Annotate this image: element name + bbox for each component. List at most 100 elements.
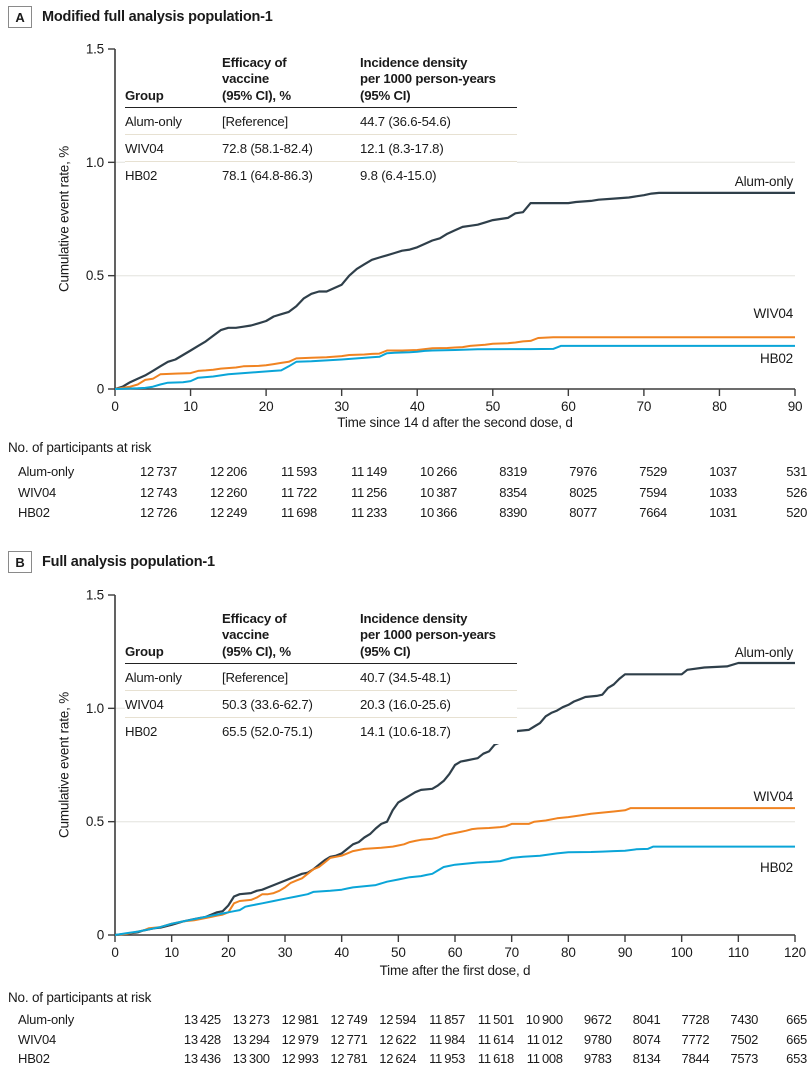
inset-col-incidence: Incidence density per 1000 person-years … (360, 610, 496, 659)
at-risk-count: 11 953 (429, 1051, 466, 1066)
series-line-alum-only (114, 191, 795, 391)
y-tick-label: 1.5 (86, 42, 104, 57)
at-risk-count: 13 300 (232, 1051, 270, 1066)
at-risk-count: 12 771 (330, 1032, 368, 1047)
inset-col-efficacy: Efficacy of vaccine (95% CI), % (222, 54, 291, 103)
panel-a-series-label-wiv04: WIV04 (753, 306, 793, 321)
panel-b-inset-table-header: Group Efficacy of vaccine (95% CI), % In… (125, 598, 517, 664)
at-risk-count: 11 618 (477, 1051, 514, 1066)
at-risk-group: Alum-only (18, 464, 74, 479)
x-tick-label: 80 (561, 945, 576, 960)
at-risk-count: 11 256 (351, 485, 387, 500)
panel-b-series-label-alum: Alum-only (734, 645, 793, 660)
at-risk-count: 7430 (730, 1012, 759, 1027)
panel-b-letter-badge: B (8, 551, 32, 573)
at-risk-count: 12 260 (210, 485, 247, 500)
at-risk-count: 526 (786, 485, 807, 500)
cell-efficacy: 65.5 (52.0-75.1) (222, 723, 313, 739)
cell-group: HB02 (125, 167, 158, 183)
at-risk-count: 11 501 (477, 1012, 514, 1027)
panel-a-title: Modified full analysis population-1 (42, 9, 273, 25)
at-risk-count: 12 624 (379, 1051, 417, 1066)
at-risk-count: 11 984 (429, 1032, 466, 1047)
panel-a-at-risk-title: No. of participants at risk (8, 440, 152, 455)
at-risk-count: 665 (786, 1012, 807, 1027)
at-risk-count: 12 981 (281, 1012, 319, 1027)
inset-col-efficacy: Efficacy of vaccine (95% CI), % (222, 610, 291, 659)
cell-incidence: 40.7 (34.5-48.1) (360, 669, 451, 685)
at-risk-count: 8041 (632, 1012, 661, 1027)
x-tick-label: 70 (637, 399, 652, 414)
panel-b-title: Full analysis population-1 (42, 554, 215, 570)
x-tick-label: 10 (164, 945, 179, 960)
cell-efficacy: 78.1 (64.8-86.3) (222, 167, 313, 183)
x-tick-label: 0 (111, 399, 118, 414)
at-risk-count: 11 012 (526, 1032, 563, 1047)
x-tick-label: 40 (334, 945, 349, 960)
at-risk-count: 12 726 (140, 505, 177, 520)
at-risk-count: 12 743 (140, 485, 177, 500)
cell-efficacy: 50.3 (33.6-62.7) (222, 696, 313, 712)
at-risk-count: 12 737 (140, 464, 177, 479)
at-risk-counts: 13 436 13 300 12 993 12 781 12 624 11 953 11 6… (172, 1051, 807, 1066)
at-risk-count: 12 979 (281, 1032, 319, 1047)
at-risk-count: 7573 (730, 1051, 759, 1066)
at-risk-count: 7728 (681, 1012, 710, 1027)
at-risk-count: 7594 (639, 485, 667, 500)
at-risk-count: 12 993 (281, 1051, 319, 1066)
at-risk-count: 7772 (681, 1032, 710, 1047)
at-risk-count: 12 781 (330, 1051, 368, 1066)
at-risk-count: 10 266 (420, 464, 457, 479)
at-risk-count: 8354 (499, 485, 527, 500)
x-tick-label: 60 (561, 399, 576, 414)
at-risk-count: 11 857 (429, 1012, 466, 1027)
at-risk-count: 8134 (632, 1051, 661, 1066)
at-risk-counts: 13 425 13 273 12 981 12 749 12 594 11 857 11 5… (172, 1012, 807, 1027)
at-risk-row: HB02 12 726 12 249 11 698 11 233 10 366 8390 8… (0, 505, 810, 522)
y-tick-label: 1.5 (86, 588, 104, 603)
panel-b-series-label-wiv04: WIV04 (753, 789, 793, 804)
panel-a-y-axis-label: Cumulative event rate, % (56, 145, 72, 293)
x-tick-label: 90 (618, 945, 633, 960)
y-tick-label: 0.5 (86, 268, 104, 283)
cell-group: WIV04 (125, 140, 164, 156)
x-tick-label: 30 (334, 399, 349, 414)
at-risk-group: Alum-only (18, 1012, 74, 1027)
y-tick-label: 1.0 (86, 155, 104, 170)
cell-incidence: 12.1 (8.3-17.8) (360, 140, 444, 156)
x-tick-label: 100 (671, 945, 693, 960)
at-risk-count: 7844 (681, 1051, 710, 1066)
x-tick-label: 110 (728, 945, 749, 960)
at-risk-count: 12 249 (210, 505, 247, 520)
panel-a-inset-table: Group Efficacy of vaccine (95% CI), % In… (125, 42, 517, 188)
at-risk-count: 13 428 (183, 1032, 221, 1047)
at-risk-count: 8319 (499, 464, 527, 479)
at-risk-count: 8077 (569, 505, 597, 520)
x-tick-label: 70 (504, 945, 519, 960)
y-tick-label: 0 (97, 928, 104, 943)
at-risk-count: 11 698 (281, 505, 317, 520)
at-risk-count: 13 436 (183, 1051, 221, 1066)
panel-a-x-axis-label: Time since 14 d after the second dose, d (337, 415, 573, 430)
panel-b-x-axis-label: Time after the first dose, d (379, 963, 531, 978)
cell-incidence: 9.8 (6.4-15.0) (360, 167, 437, 183)
at-risk-count: 13 294 (232, 1032, 270, 1047)
cell-incidence: 44.7 (36.6-54.6) (360, 113, 451, 129)
at-risk-count: 9780 (583, 1032, 612, 1047)
at-risk-count: 9672 (583, 1012, 612, 1027)
x-tick-label: 50 (391, 945, 406, 960)
inset-col-group: Group (125, 87, 164, 103)
x-tick-label: 40 (410, 399, 425, 414)
at-risk-count: 11 722 (281, 485, 317, 500)
at-risk-count: 1037 (709, 464, 737, 479)
x-tick-label: 120 (784, 945, 806, 960)
at-risk-count: 11 614 (477, 1032, 514, 1047)
x-tick-label: 20 (221, 945, 236, 960)
at-risk-count: 11 149 (351, 464, 387, 479)
at-risk-group: WIV04 (18, 485, 57, 500)
at-risk-count: 12 622 (379, 1032, 417, 1047)
at-risk-count: 8390 (499, 505, 527, 520)
at-risk-count: 10 387 (420, 485, 457, 500)
y-tick-label: 0.5 (86, 814, 104, 829)
at-risk-row: WIV04 13 428 13 294 12 979 12 771 12 622 11 9… (0, 1032, 810, 1049)
